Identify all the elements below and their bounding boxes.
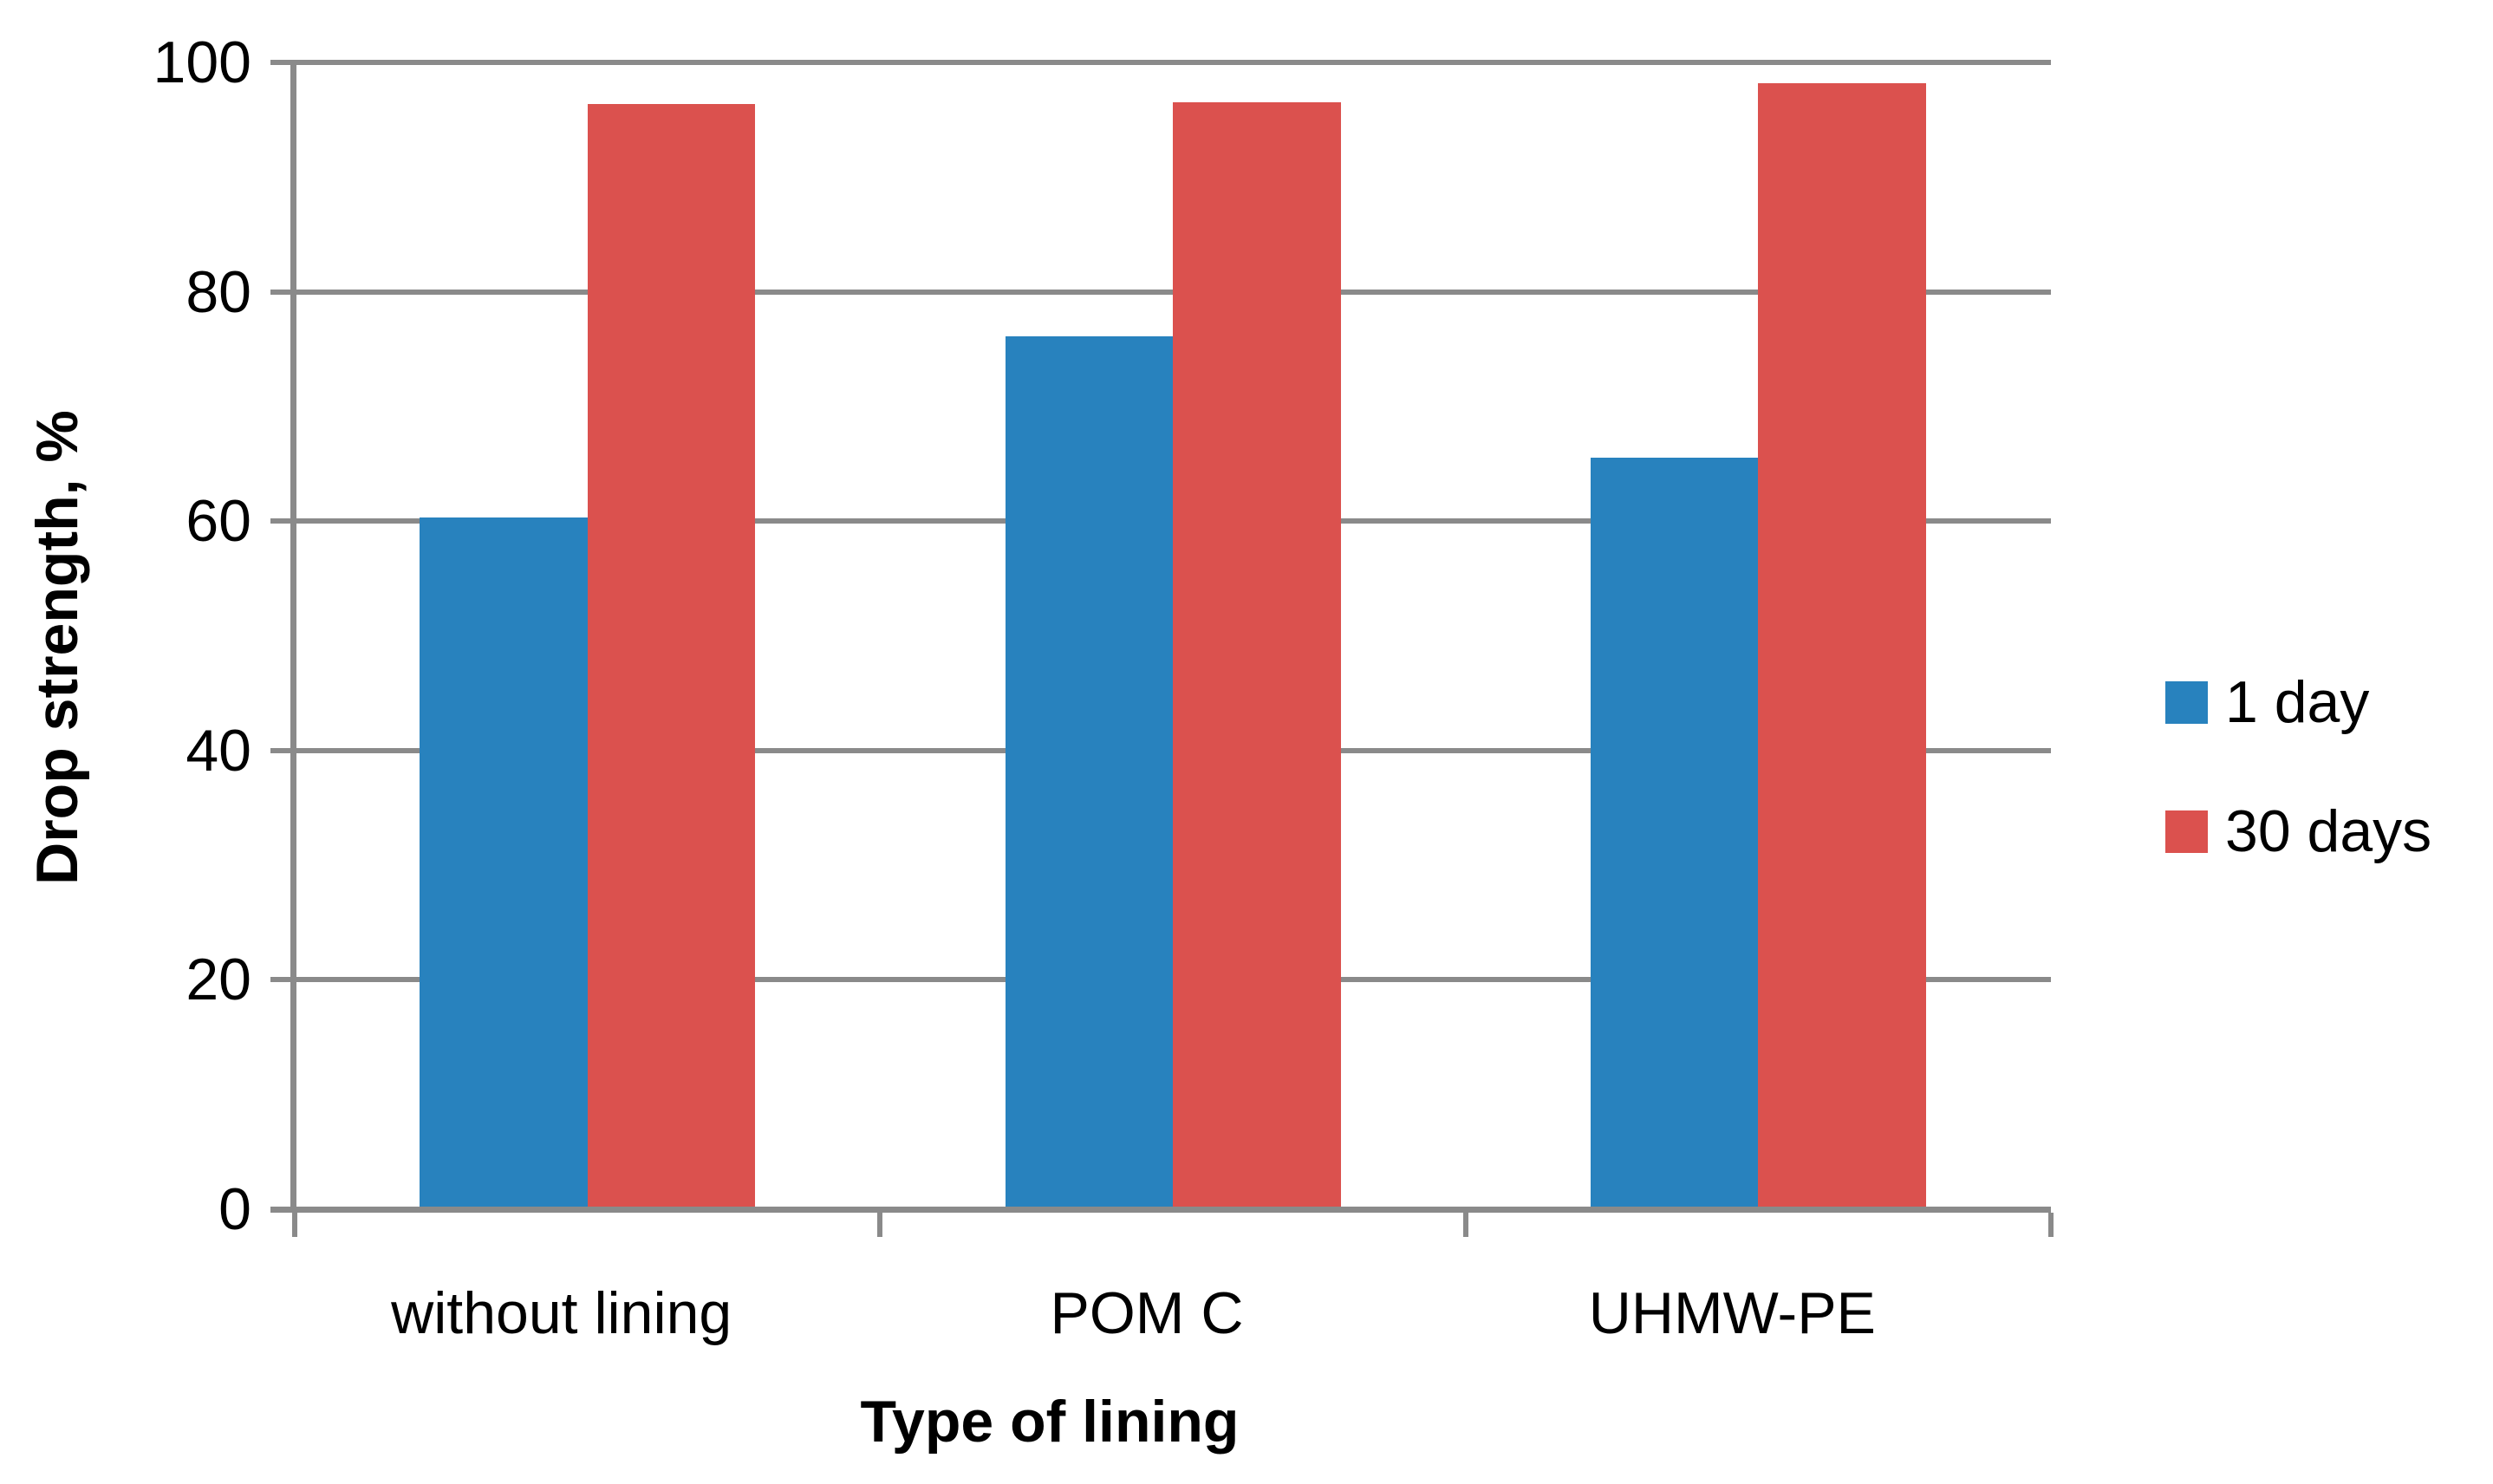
legend-swatch-30-days [2165, 810, 2208, 853]
category-label-UHMW-PE: UHMW-PE [1588, 1280, 1876, 1346]
legend-swatch-1-day [2165, 680, 2208, 724]
bar-1-day-UHMW-PE [1590, 458, 1759, 1209]
category-label-POM-C: POM C [1050, 1280, 1244, 1346]
bar-30-days-UHMW-PE [1758, 82, 1926, 1209]
y-tick-20 [270, 977, 295, 983]
x-tick-3 [2048, 1213, 2054, 1237]
x-tick-2 [1462, 1213, 1468, 1237]
y-tick-60 [270, 518, 295, 524]
y-tick-80 [270, 289, 295, 295]
x-tick-1 [877, 1213, 883, 1237]
y-tick-label-80: 80 [186, 258, 251, 325]
y-axis-title: Drop strength, % [24, 410, 90, 885]
bar-1-day-POM-C [1005, 336, 1173, 1209]
legend-item-1-day: 1 day [2165, 667, 2369, 737]
x-tick-0 [292, 1213, 297, 1237]
y-tick-label-0: 0 [218, 1176, 251, 1242]
y-tick-0 [270, 1207, 295, 1212]
y-tick-40 [270, 747, 295, 753]
y-tick-label-40: 40 [186, 717, 251, 784]
legend-label-1-day: 1 day [2225, 669, 2370, 735]
legend-item-30-days: 30 days [2165, 797, 2431, 866]
legend-label-30-days: 30 days [2225, 798, 2432, 864]
bar-30-days-POM-C [1173, 102, 1341, 1209]
y-axis-line [290, 62, 296, 1213]
gridline-100 [295, 60, 2051, 65]
bar-30-days-without-lining [587, 103, 756, 1209]
y-tick-100 [270, 60, 295, 65]
plot-area [295, 60, 2051, 1209]
y-tick-label-100: 100 [153, 29, 251, 95]
x-axis-line [270, 1207, 2051, 1213]
y-tick-label-20: 20 [186, 947, 251, 1013]
y-tick-label-60: 60 [186, 488, 251, 555]
bar-1-day-without-lining [420, 517, 588, 1209]
category-label-without-lining: without lining [391, 1280, 732, 1346]
x-axis-title: Type of lining [860, 1389, 1240, 1455]
